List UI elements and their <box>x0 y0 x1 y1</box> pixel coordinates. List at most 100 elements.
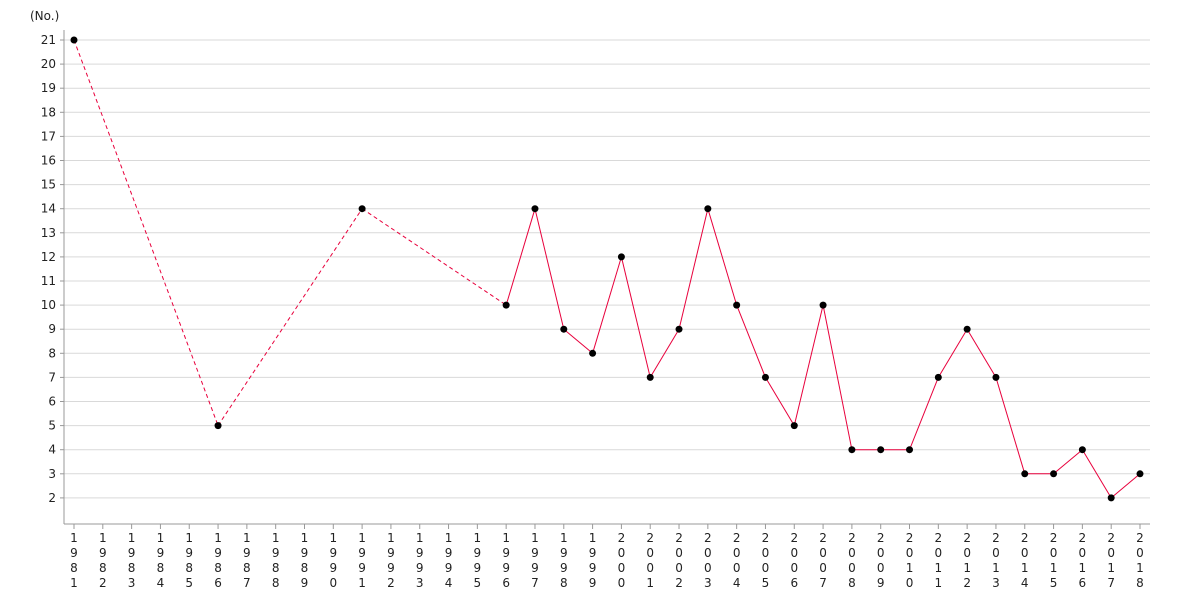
data-point <box>1021 470 1029 478</box>
series-segment <box>995 377 1026 474</box>
y-tick-label: 2 <box>48 491 56 505</box>
series-segment <box>765 377 795 426</box>
series-segment <box>909 377 939 450</box>
series-segment <box>1081 449 1112 499</box>
y-tick-label: 5 <box>48 419 56 433</box>
series-segment <box>793 304 824 426</box>
data-point <box>675 325 683 333</box>
data-point <box>617 253 625 261</box>
data-point <box>761 373 769 381</box>
y-tick-label: 16 <box>41 154 56 168</box>
data-point <box>790 422 798 430</box>
data-point <box>70 36 78 44</box>
data-point <box>1107 494 1115 502</box>
series-segment <box>592 256 622 354</box>
data-point <box>214 422 222 430</box>
series-segment <box>822 305 853 450</box>
y-tick-label: 9 <box>48 322 56 336</box>
y-tick-label: 12 <box>41 250 56 264</box>
y-tick-label: 10 <box>41 298 56 312</box>
data-point <box>963 325 971 333</box>
series-segment <box>937 328 968 378</box>
data-point <box>733 301 741 309</box>
data-point <box>1050 470 1058 478</box>
data-point <box>502 301 510 309</box>
data-point <box>589 349 597 357</box>
data-point <box>906 446 914 454</box>
series-segment <box>707 208 738 306</box>
data-point <box>358 205 366 213</box>
y-tick-label: 18 <box>41 105 56 119</box>
y-tick-label: 14 <box>41 202 56 216</box>
data-point <box>531 205 539 213</box>
series-segment <box>966 328 997 378</box>
data-point <box>992 373 1000 381</box>
y-tick-label: 4 <box>48 443 56 457</box>
data-point <box>877 446 885 454</box>
data-point <box>560 325 568 333</box>
series-segment <box>649 328 680 378</box>
series-segment <box>361 208 507 306</box>
series-segment <box>1110 473 1141 499</box>
series-segment <box>73 39 219 426</box>
data-point <box>646 373 654 381</box>
series-segment <box>678 208 709 330</box>
y-tick-label: 3 <box>48 467 56 481</box>
series-segment <box>217 208 363 426</box>
y-tick-label: 21 <box>41 33 56 47</box>
data-point <box>704 205 712 213</box>
data-point <box>1136 470 1144 478</box>
data-point <box>848 446 856 454</box>
y-tick-label: 8 <box>48 346 56 360</box>
series-segment <box>1053 449 1083 475</box>
data-point <box>1078 446 1086 454</box>
series-segment <box>563 328 593 354</box>
y-tick-label: 15 <box>41 178 56 192</box>
y-tick-label: 11 <box>41 274 56 288</box>
y-tick-label: 17 <box>41 129 56 143</box>
y-tick-label: 20 <box>41 57 56 71</box>
data-point <box>819 301 827 309</box>
data-point <box>934 373 942 381</box>
series-segment <box>505 208 536 306</box>
series-segment <box>534 208 565 330</box>
series-segment <box>620 256 651 378</box>
